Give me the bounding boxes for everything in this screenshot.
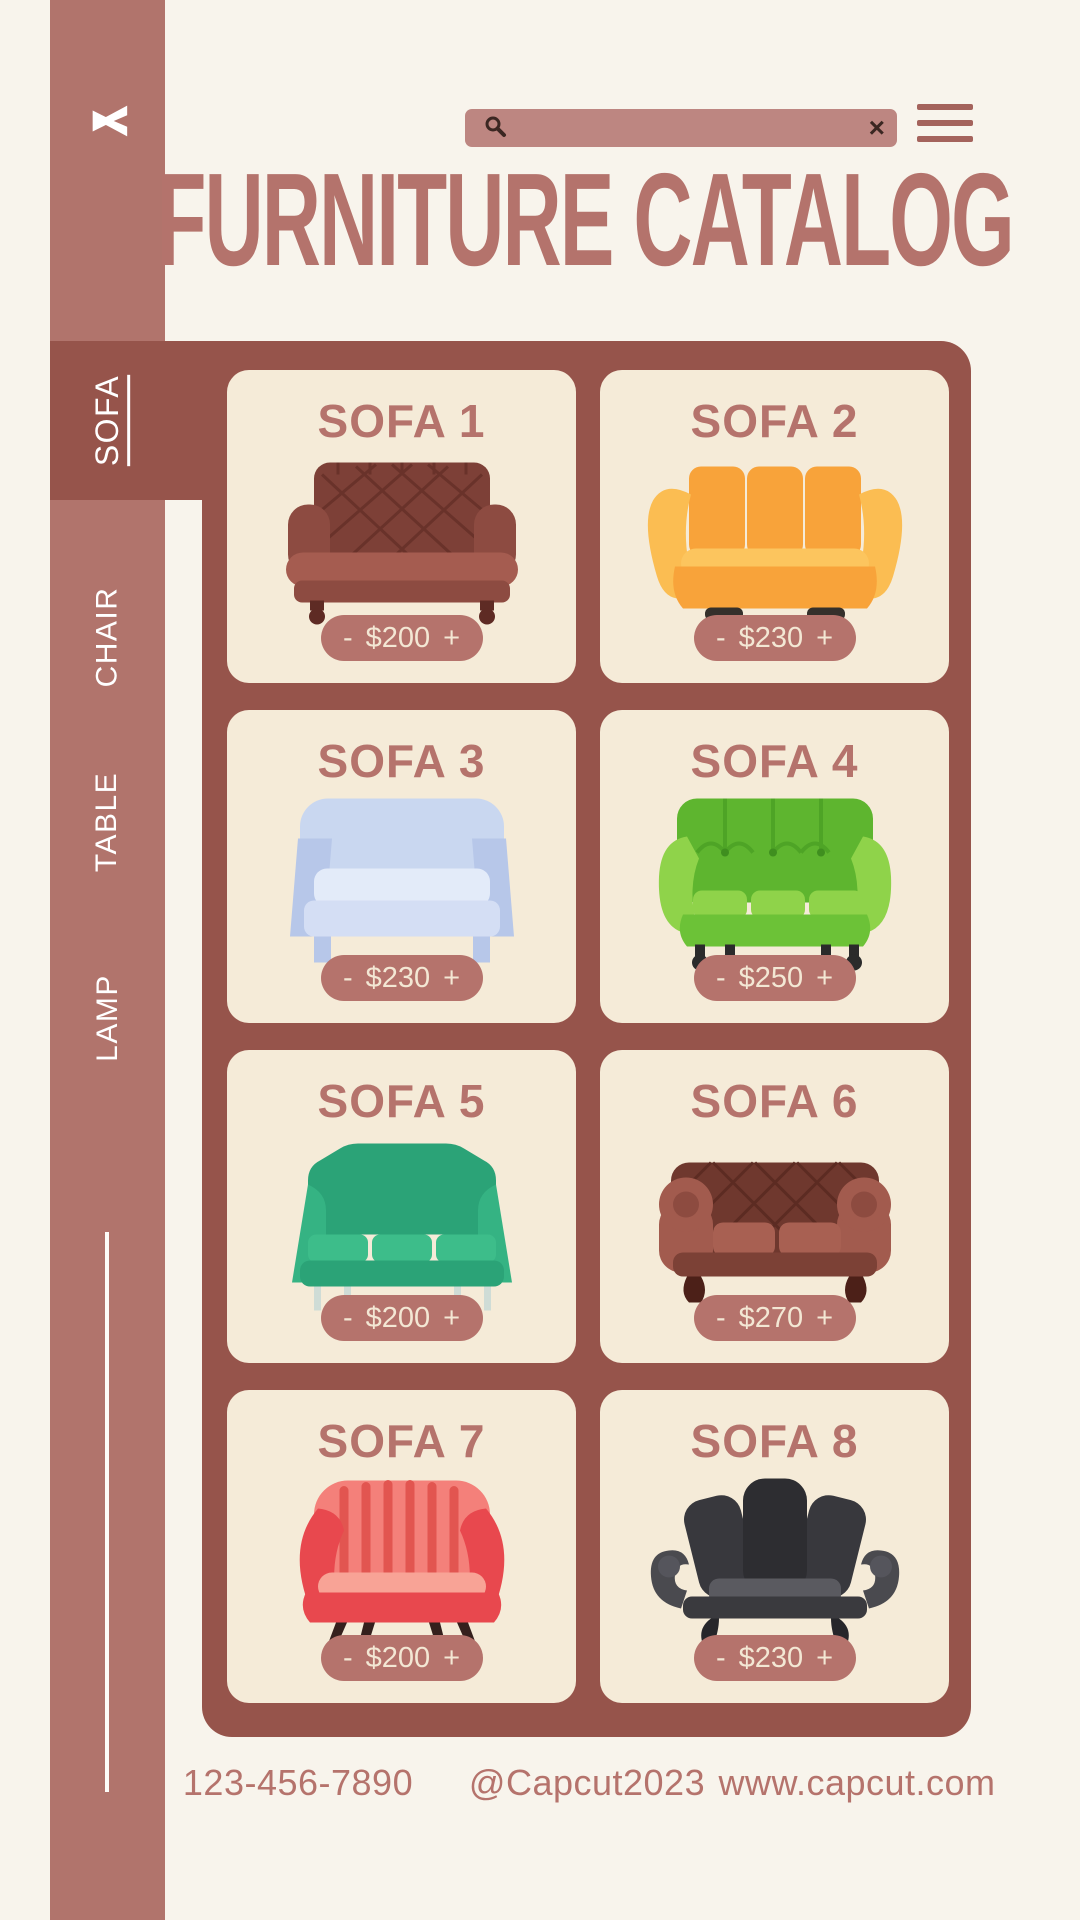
price-stepper: - $230 + [693,1635,856,1681]
sidebar-tab-label: SOFA [88,374,125,466]
price-stepper: - $200 + [320,615,483,661]
price-stepper: - $200 + [320,1295,483,1341]
product-title: SOFA 1 [317,395,486,447]
sidebar-decorative-line [105,1232,109,1792]
decrease-price-button[interactable]: - [342,1641,353,1674]
increase-price-button[interactable]: + [443,621,461,654]
sidebar-tab-sofa[interactable]: SOFA [50,340,165,500]
sofa-illustration [600,1472,949,1657]
product-card: SOFA 7 - $200 + [227,1390,576,1703]
price-value: $230 [738,1641,804,1674]
sofa-illustration [600,792,949,977]
product-card: SOFA 5 - $200 + [227,1050,576,1363]
product-card: SOFA 8 - $230 + [600,1390,949,1703]
price-stepper: - $270 + [693,1295,856,1341]
increase-price-button[interactable]: + [816,1641,834,1674]
sofa-illustration [227,792,576,977]
sofa-illustration [600,1132,949,1317]
sidebar-tab-label: LAMP [90,974,124,1062]
capcut-logo-icon [50,98,165,144]
search-icon [483,114,507,143]
sidebar-tab-lamp[interactable]: LAMP [50,938,165,1098]
decrease-price-button[interactable]: - [715,621,726,654]
decrease-price-button[interactable]: - [715,1641,726,1674]
increase-price-button[interactable]: + [816,961,834,994]
decrease-price-button[interactable]: - [342,1301,353,1334]
price-stepper: - $230 + [320,955,483,1001]
catalog-panel: SOFA 1 - $200 + SOFA 2 - $230 + SOFA 3 -… [202,341,971,1737]
increase-price-button[interactable]: + [816,621,834,654]
product-title: SOFA 3 [317,735,486,787]
sidebar-tab-chair[interactable]: CHAIR [50,557,165,717]
price-stepper: - $230 + [693,615,856,661]
product-title: SOFA 7 [317,1415,486,1467]
search-input[interactable]: × [465,109,897,147]
product-title: SOFA 5 [317,1075,486,1127]
price-stepper: - $250 + [693,955,856,1001]
product-card: SOFA 6 - $270 + [600,1050,949,1363]
page-title-wrap: FURNITURE CATALOG [135,150,1035,290]
hamburger-menu-icon[interactable] [917,104,973,148]
sofa-illustration [227,452,576,637]
decrease-price-button[interactable]: - [715,1301,726,1334]
price-value: $250 [738,961,804,994]
price-stepper: - $200 + [320,1635,483,1681]
sidebar-tab-table[interactable]: TABLE [50,742,165,902]
product-card: SOFA 1 - $200 + [227,370,576,683]
sofa-illustration [227,1472,576,1657]
increase-price-button[interactable]: + [443,961,461,994]
price-value: $200 [365,1301,431,1334]
product-title: SOFA 8 [690,1415,859,1467]
sofa-illustration [600,452,949,637]
decrease-price-button[interactable]: - [715,961,726,994]
product-card: SOFA 2 - $230 + [600,370,949,683]
footer-handle: @Capcut2023 [468,1762,706,1803]
decrease-price-button[interactable]: - [342,621,353,654]
price-value: $230 [365,961,431,994]
product-title: SOFA 6 [690,1075,859,1127]
price-value: $270 [738,1301,804,1334]
product-title: SOFA 2 [690,395,859,447]
price-value: $200 [365,1641,431,1674]
increase-price-button[interactable]: + [443,1641,461,1674]
product-card: SOFA 3 - $230 + [227,710,576,1023]
product-card: SOFA 4 - $250 + [600,710,949,1023]
footer-website[interactable]: www.capcut.com [718,1762,996,1803]
sofa-illustration [227,1132,576,1317]
active-tab-background [50,341,203,500]
increase-price-button[interactable]: + [816,1301,834,1334]
sidebar-tab-label: TABLE [90,771,124,873]
product-title: SOFA 4 [690,735,859,787]
price-value: $200 [365,621,431,654]
footer-phone: 123-456-7890 [182,1762,414,1803]
page-title: FURNITURE CATALOG [156,146,1015,293]
decrease-price-button[interactable]: - [342,961,353,994]
search-clear-icon[interactable]: × [868,112,885,143]
increase-price-button[interactable]: + [443,1301,461,1334]
price-value: $230 [738,621,804,654]
sidebar-tab-label: CHAIR [90,586,124,688]
